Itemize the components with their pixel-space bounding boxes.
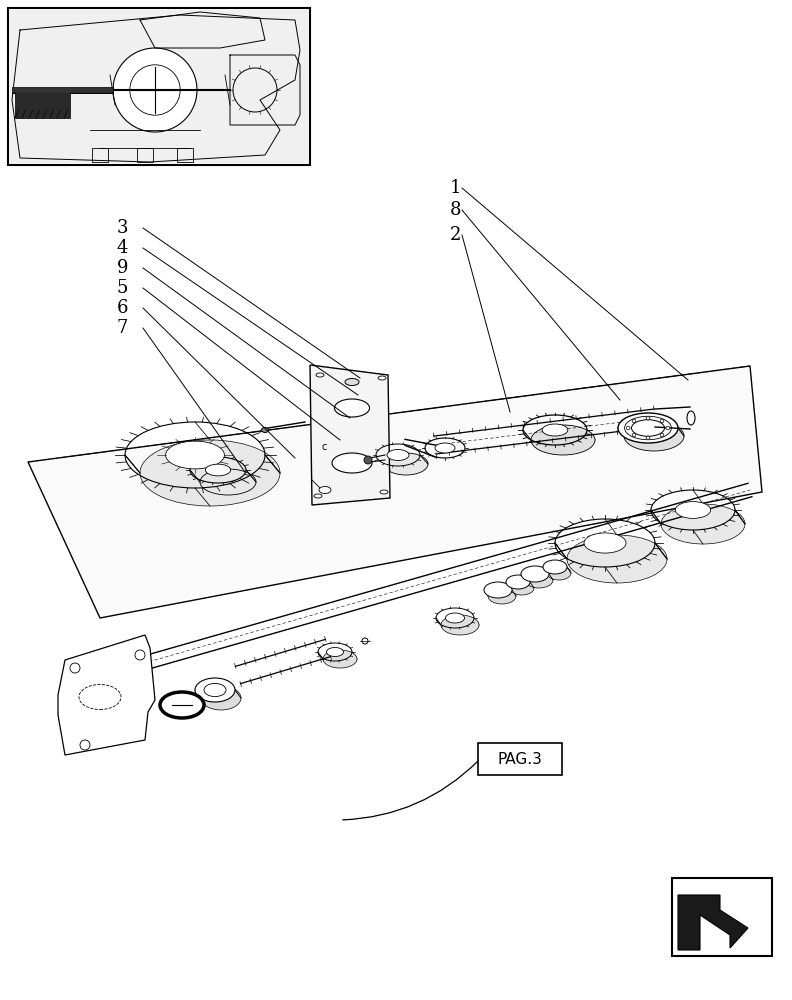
Text: 2: 2: [450, 226, 462, 244]
Ellipse shape: [387, 450, 409, 460]
Polygon shape: [28, 366, 762, 618]
Circle shape: [632, 433, 636, 437]
Circle shape: [632, 419, 636, 423]
Text: 5: 5: [116, 279, 128, 297]
Ellipse shape: [319, 487, 331, 493]
Ellipse shape: [618, 413, 678, 443]
Ellipse shape: [543, 560, 567, 574]
Bar: [672, 878, 772, 956]
Ellipse shape: [261, 428, 268, 432]
Bar: [92, 148, 108, 162]
Ellipse shape: [345, 378, 359, 385]
Ellipse shape: [445, 613, 464, 623]
Ellipse shape: [204, 683, 226, 697]
FancyBboxPatch shape: [478, 743, 562, 775]
Text: c: c: [322, 442, 327, 452]
Ellipse shape: [200, 469, 256, 495]
Ellipse shape: [624, 421, 684, 451]
Ellipse shape: [510, 581, 534, 595]
Polygon shape: [58, 635, 155, 755]
Ellipse shape: [195, 678, 235, 702]
Text: 3: 3: [116, 219, 128, 237]
Ellipse shape: [531, 425, 595, 455]
Ellipse shape: [631, 420, 664, 436]
Polygon shape: [310, 365, 390, 505]
Ellipse shape: [378, 376, 386, 380]
Text: 6: 6: [116, 299, 128, 317]
Ellipse shape: [205, 464, 230, 476]
Ellipse shape: [525, 572, 553, 588]
Ellipse shape: [687, 411, 695, 425]
Polygon shape: [678, 895, 748, 950]
Ellipse shape: [380, 490, 388, 494]
Ellipse shape: [334, 399, 370, 417]
Bar: [137, 148, 153, 162]
Ellipse shape: [506, 575, 530, 589]
Ellipse shape: [140, 440, 280, 506]
Ellipse shape: [547, 566, 571, 580]
Ellipse shape: [661, 504, 745, 544]
Text: 1: 1: [450, 179, 462, 197]
Circle shape: [113, 48, 197, 132]
Ellipse shape: [567, 535, 667, 583]
Circle shape: [661, 419, 664, 423]
Text: 7: 7: [116, 319, 128, 337]
Ellipse shape: [521, 566, 549, 582]
Circle shape: [364, 456, 372, 464]
Ellipse shape: [584, 533, 626, 553]
Ellipse shape: [441, 615, 479, 635]
Ellipse shape: [326, 648, 344, 656]
Circle shape: [70, 663, 80, 673]
Ellipse shape: [323, 650, 357, 668]
Ellipse shape: [332, 453, 372, 473]
Ellipse shape: [543, 424, 568, 436]
Text: 8: 8: [450, 201, 462, 219]
Ellipse shape: [166, 441, 224, 469]
Ellipse shape: [676, 502, 710, 518]
Ellipse shape: [484, 582, 512, 598]
Ellipse shape: [314, 494, 322, 498]
Ellipse shape: [435, 443, 455, 453]
Text: PAG.3: PAG.3: [497, 752, 543, 766]
Circle shape: [646, 436, 649, 440]
Circle shape: [80, 740, 90, 750]
Ellipse shape: [488, 588, 516, 604]
Bar: [177, 148, 193, 162]
Bar: [15, 90, 70, 118]
Bar: [8, 8, 310, 165]
Circle shape: [135, 650, 145, 660]
Ellipse shape: [316, 373, 324, 377]
Text: 4: 4: [116, 239, 128, 257]
Ellipse shape: [384, 453, 428, 475]
Text: 9: 9: [116, 259, 128, 277]
Bar: [10, 10, 308, 163]
Ellipse shape: [201, 686, 241, 710]
Circle shape: [646, 416, 649, 420]
Circle shape: [626, 426, 630, 430]
Circle shape: [661, 433, 664, 437]
Circle shape: [666, 426, 669, 430]
